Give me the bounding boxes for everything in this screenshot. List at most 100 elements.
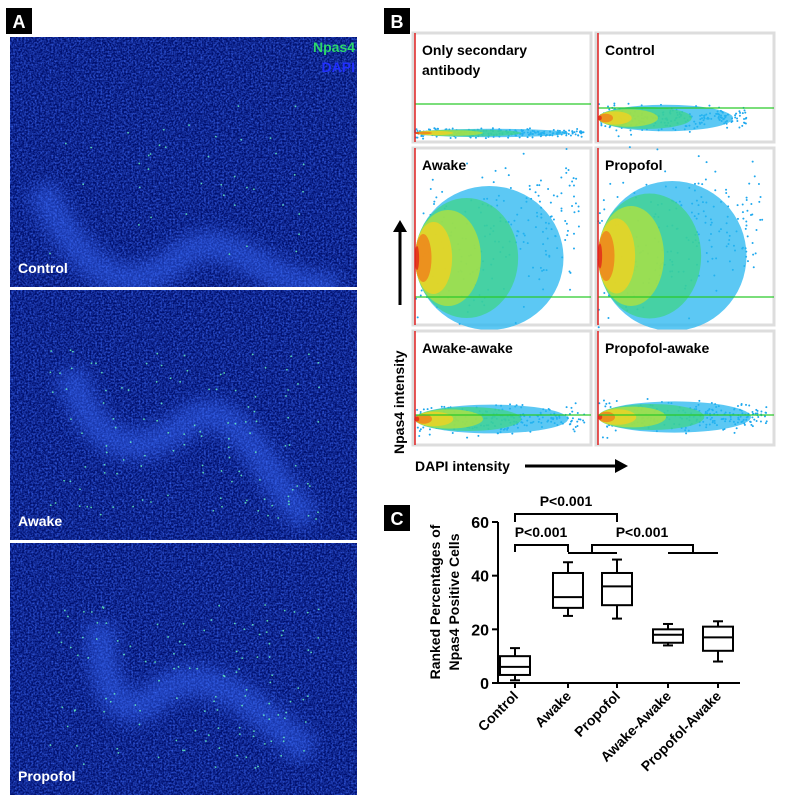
event-dot	[539, 179, 542, 182]
npas4-cell	[268, 656, 271, 658]
event-dot	[765, 406, 768, 409]
event-dot	[603, 292, 606, 295]
npas4-cell	[228, 253, 231, 256]
npas4-cell	[120, 386, 123, 389]
event-dot	[521, 403, 524, 406]
npas4-cell	[307, 649, 310, 651]
event-dot	[419, 411, 422, 414]
npas4-cell	[122, 459, 125, 461]
npas4-cell	[59, 372, 61, 375]
npas4-cell	[160, 402, 163, 405]
npas4-cell	[138, 186, 141, 189]
event-dot	[565, 406, 568, 409]
event-dot	[744, 122, 747, 125]
event-dot	[511, 432, 514, 435]
event-dot	[572, 232, 575, 235]
npas4-cell	[82, 763, 85, 766]
npas4-cell	[103, 471, 106, 474]
npas4-cell	[221, 505, 223, 508]
npas4-cell	[255, 420, 258, 423]
scatter-panel: Control	[594, 31, 776, 144]
npas4-cell	[156, 419, 159, 422]
npas4-cell	[67, 615, 69, 618]
npas4-cell	[222, 194, 225, 197]
event-dot	[577, 134, 580, 137]
event-dot	[509, 403, 512, 406]
event-dot	[752, 266, 755, 269]
npas4-cell	[49, 252, 51, 255]
npas4-cell	[219, 373, 222, 376]
event-dot	[466, 436, 469, 439]
npas4-cell	[228, 456, 231, 459]
npas4-cell	[227, 446, 230, 449]
density-core	[598, 231, 615, 281]
event-dot	[491, 127, 494, 130]
npas4-cell	[297, 383, 299, 385]
npas4-cell	[259, 478, 261, 481]
npas4-cell	[175, 697, 178, 700]
event-dot	[474, 136, 477, 139]
npas4-cell	[105, 451, 108, 454]
npas4-cell	[249, 432, 252, 435]
event-dot	[745, 198, 748, 201]
npas4-cell	[218, 747, 221, 749]
event-dot	[601, 436, 604, 439]
npas4-cell	[306, 611, 309, 614]
event-dot	[572, 247, 575, 250]
panel-label: A	[13, 12, 26, 32]
event-dot	[693, 182, 696, 185]
event-dot	[573, 211, 576, 214]
npas4-cell	[237, 105, 240, 108]
npas4-cell	[147, 154, 150, 157]
npas4-cell	[214, 135, 217, 138]
event-dot	[580, 135, 583, 138]
cell-layer	[55, 365, 320, 532]
panel-frame	[411, 31, 593, 144]
npas4-cell	[183, 433, 186, 436]
event-dot	[714, 189, 717, 192]
event-dot	[571, 417, 574, 420]
npas4-cell	[199, 430, 202, 433]
image-label: Propofol	[18, 768, 76, 784]
event-dot	[534, 191, 537, 194]
event-dot	[736, 217, 739, 220]
npas4-cell	[307, 514, 310, 517]
event-dot	[436, 127, 439, 130]
event-dot	[757, 182, 760, 185]
npas4-cell	[144, 660, 147, 663]
npas4-cell	[81, 432, 83, 435]
npas4-cell	[51, 391, 54, 394]
event-dot	[419, 428, 422, 431]
scatter-panel: Only secondary antibody	[411, 31, 593, 144]
npas4-cell	[233, 622, 236, 625]
npas4-cell	[82, 610, 85, 613]
npas4-cell	[252, 735, 255, 738]
npas4-cell	[247, 406, 250, 408]
event-dot	[622, 181, 625, 184]
npas4-cell	[257, 765, 259, 768]
npas4-cell	[284, 717, 286, 720]
npas4-cell	[105, 389, 107, 392]
npas4-cell	[95, 362, 97, 365]
event-dot	[743, 121, 746, 124]
density-core	[415, 234, 432, 282]
micrograph: Awake	[10, 290, 357, 540]
event-dot	[664, 170, 667, 173]
x-arrow-head	[615, 459, 628, 473]
npas4-cell	[318, 386, 320, 389]
y-axis-label: Npas4 intensity	[391, 350, 407, 454]
event-dot	[763, 415, 766, 418]
event-dot	[420, 134, 423, 137]
event-dot	[756, 409, 759, 412]
npas4-cell	[222, 674, 225, 677]
npas4-cell	[233, 204, 236, 207]
event-dot	[577, 205, 580, 208]
event-dot	[630, 133, 633, 136]
npas4-cell	[127, 389, 130, 391]
event-dot	[750, 423, 753, 426]
npas4-cell	[49, 504, 52, 507]
npas4-cell	[129, 645, 132, 648]
npas4-cell	[178, 640, 181, 643]
npas4-cell	[275, 152, 277, 155]
npas4-cell	[245, 756, 248, 759]
